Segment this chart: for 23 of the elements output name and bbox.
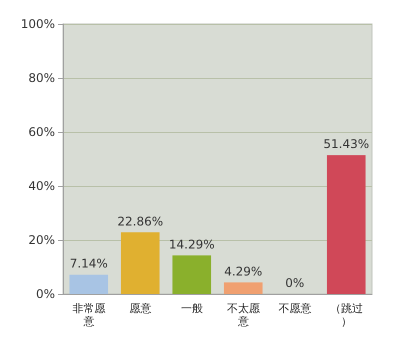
x-tick-label: 不太愿意 [226,302,260,328]
bar [120,232,160,294]
x-tick-label: 非常愿意 [72,302,106,328]
y-tick-label: 60% [28,125,55,139]
x-tick-label: （跳过） [330,302,363,328]
data-label: 51.43% [323,137,370,152]
y-tick-label: 0% [36,287,55,301]
bar [224,282,263,294]
data-label: 14.29% [168,237,215,252]
y-tick-label: 100% [20,17,55,31]
y-tick-label: 40% [28,179,55,193]
data-label: 4.29% [224,264,262,278]
data-label: 22.86% [117,214,164,228]
x-tick-label: 一般 [180,302,203,315]
bar [69,274,108,294]
data-label: 0% [285,276,304,290]
x-tick-label: 不愿意 [278,302,312,315]
bar [326,155,366,294]
x-tick-label: 愿意 [129,302,152,315]
y-tick-label: 80% [28,71,55,85]
bar [172,255,212,294]
y-tick-label: 20% [28,233,55,247]
data-label: 7.14% [70,256,108,271]
